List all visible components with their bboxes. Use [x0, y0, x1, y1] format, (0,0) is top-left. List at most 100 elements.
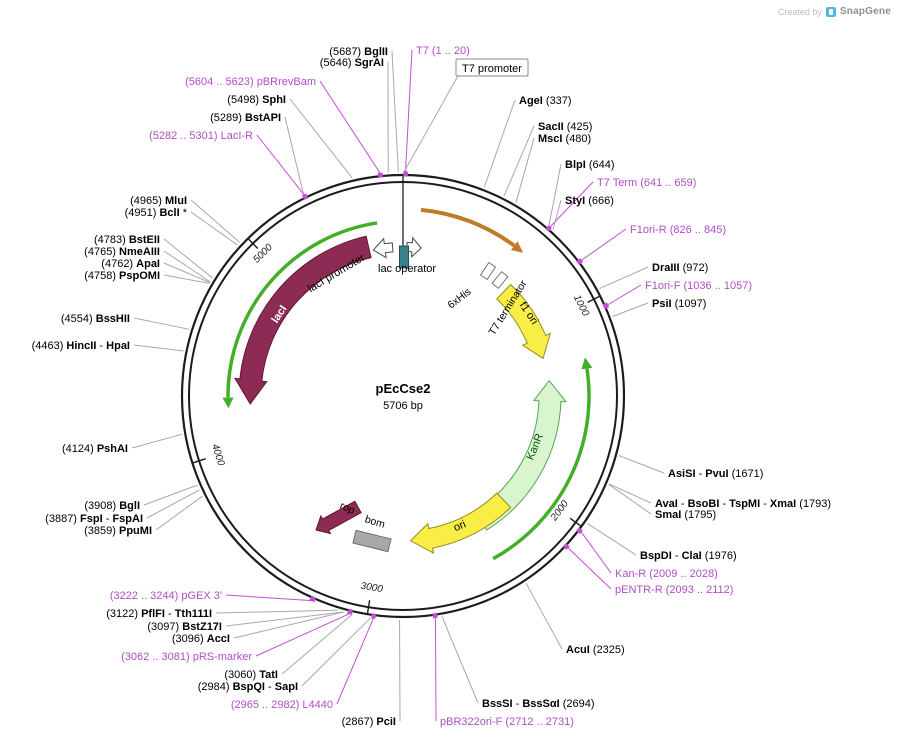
- site-label-bcli[interactable]: (4951) BclI *: [125, 207, 188, 219]
- site-label-sgrai[interactable]: (5646) SgrAI: [320, 57, 384, 69]
- primer-tick-pentr-r: [562, 543, 570, 550]
- site-label-bsteii[interactable]: (4783) BstEII: [94, 234, 160, 246]
- leader-line-f1ori-f: [607, 284, 642, 306]
- site-label-t7-primer[interactable]: T7 (1 .. 20): [416, 45, 470, 57]
- leader-line-laci-r: [256, 134, 305, 196]
- site-label-pentr-r[interactable]: pENTR-R (2093 .. 2112): [615, 584, 733, 596]
- site-label-pspomi[interactable]: (4758) PspOMI: [84, 270, 160, 282]
- primer-tick-pbr322ori-f: [432, 612, 438, 619]
- orf-arrow-left[interactable]: [226, 221, 378, 398]
- site-label-sacii[interactable]: SacII (425): [538, 121, 592, 133]
- site-label-apai[interactable]: (4762) ApaI: [101, 258, 160, 270]
- feature-label-rop[interactable]: rop: [338, 500, 357, 517]
- site-label-pflfi-tth111i[interactable]: (3122) PflFI - Tth111I: [106, 608, 212, 620]
- leader-line-pbrrevbam: [319, 80, 381, 174]
- leader-line-bsssi: [441, 616, 479, 704]
- leader-line-apai: [163, 262, 211, 283]
- plasmid-name: pEcCse2: [376, 381, 431, 396]
- site-label-agei[interactable]: AgeI (337): [519, 95, 572, 107]
- leader-line-tati: [281, 613, 353, 675]
- feature-rop[interactable]: [315, 500, 362, 535]
- site-label-sphi[interactable]: (5498) SphI: [227, 94, 286, 106]
- label-box-t7-promoter: [455, 58, 529, 77]
- site-label-psii[interactable]: PsiI (1097): [652, 298, 706, 310]
- site-label-acci[interactable]: (3096) AccI: [172, 633, 230, 645]
- site-label-pcii[interactable]: (2867) PciI: [342, 716, 396, 728]
- site-label-f1ori-f[interactable]: F1ori-F (1036 .. 1057): [645, 280, 752, 292]
- site-label-pshai[interactable]: (4124) PshAI: [62, 443, 128, 455]
- site-label-ppumi[interactable]: (3859) PpuMI: [84, 525, 152, 537]
- site-label-prs-marker[interactable]: (3062 .. 3081) pRS-marker: [121, 651, 252, 663]
- primer-tick-pgex-3: [309, 595, 317, 603]
- site-label-smai[interactable]: SmaI (1795): [655, 509, 716, 521]
- feature-ori[interactable]: [409, 492, 512, 554]
- site-label-f1ori-r[interactable]: F1ori-R (826 .. 845): [630, 224, 726, 236]
- leader-line-asisi-pvui: [618, 455, 665, 474]
- leader-line-bstz17i: [225, 611, 344, 627]
- site-label-asisi-pvui[interactable]: AsiSI - PvuI (1671): [668, 468, 763, 480]
- site-label-bgli[interactable]: (3908) BglI: [84, 500, 140, 512]
- marker-6xhis-tag[interactable]: [479, 261, 497, 281]
- leader-line-f1ori-r: [581, 228, 627, 261]
- feature-label-6xhis[interactable]: 6xHis: [445, 286, 473, 312]
- plasmid-ring-inner: [188, 181, 618, 611]
- site-label-bsshii[interactable]: (4554) BssHII: [61, 313, 130, 325]
- site-label-bglii[interactable]: (5687) BglII: [329, 46, 388, 58]
- site-label-mlui[interactable]: (4965) MluI: [130, 195, 187, 207]
- leader-line-fspi-fspai: [146, 489, 200, 519]
- site-label-tati[interactable]: (3060) TatI: [224, 669, 278, 681]
- site-label-bspdi-clai[interactable]: BspDI - ClaI (1976): [640, 550, 737, 562]
- leader-line-pgex-3: [225, 594, 313, 602]
- site-label-fspi-fspai[interactable]: (3887) FspI - FspAI: [45, 513, 143, 525]
- site-label-bstapi[interactable]: (5289) BstAPI: [210, 112, 281, 124]
- site-label-draiii[interactable]: DraIII (972): [652, 262, 708, 274]
- marker-lac-operator[interactable]: [399, 245, 409, 269]
- leader-line-nmeaiii: [163, 250, 211, 283]
- scale-label-1000: 1000: [571, 293, 591, 318]
- site-label-pbrrevbam[interactable]: (5604 .. 5623) pBRrevBam: [185, 76, 316, 88]
- site-label-pgex-3[interactable]: (3222 .. 3244) pGEX 3': [110, 590, 222, 602]
- site-label-kan-r[interactable]: Kan-R (2009 .. 2028): [615, 568, 718, 580]
- leader-line-msci: [515, 137, 535, 203]
- site-label-acui[interactable]: AcuI (2325): [566, 644, 625, 656]
- feature-KanR[interactable]: [474, 379, 567, 531]
- leader-line-bcli: [190, 211, 238, 246]
- primer-tick-prs-marker: [347, 608, 353, 615]
- site-label-blpi[interactable]: BlpI (644): [565, 159, 615, 171]
- site-label-nmeaiii[interactable]: (4765) NmeAIII: [84, 246, 160, 258]
- transcript-arrow-orange[interactable]: [420, 207, 516, 248]
- leader-line-avai-bsobi-tspmi-xmai: [608, 483, 652, 504]
- scale-label-3000: 3000: [360, 581, 384, 596]
- scale-tick-4000: [193, 458, 206, 464]
- scale-tick-3000: [366, 600, 371, 614]
- feature-lacI-promoter[interactable]: [372, 237, 394, 259]
- leader-line-acci: [233, 611, 344, 639]
- snapgene-logo-icon: [825, 6, 836, 17]
- leader-line-ppumi: [155, 495, 203, 531]
- site-label-bstz17i[interactable]: (3097) BstZ17I: [147, 621, 222, 633]
- site-label-t7-promoter[interactable]: T7 promoter: [462, 63, 522, 75]
- site-label-l4440[interactable]: (2965 .. 2982) L4440: [231, 699, 333, 711]
- marker-bom[interactable]: [352, 529, 392, 553]
- site-label-pbr322ori-f[interactable]: pBR322ori-F (2712 .. 2731): [440, 716, 574, 728]
- watermark-brand: SnapGene: [839, 6, 891, 17]
- feature-label-lac-operator[interactable]: lac operator: [378, 263, 436, 275]
- scale-label-4000: 4000: [209, 443, 226, 468]
- orf-arrow-right[interactable]: [492, 368, 591, 561]
- site-label-bspqi-sapi[interactable]: (2984) BspQI - SapI: [198, 681, 298, 693]
- site-label-t7-term[interactable]: T7 Term (641 .. 659): [597, 177, 696, 189]
- site-label-styi[interactable]: StyI (666): [565, 195, 614, 207]
- site-label-laci-r[interactable]: (5282 .. 5301) LacI-R: [149, 130, 253, 142]
- feature-label-ori[interactable]: ori: [452, 518, 468, 534]
- marker-t7-terminator[interactable]: [491, 270, 509, 290]
- site-label-hincii-hpai[interactable]: (4463) HincII - HpaI: [32, 340, 130, 352]
- site-label-bsssi[interactable]: BssSI - BssSαI (2694): [482, 698, 595, 710]
- feature-lacI[interactable]: [233, 235, 372, 405]
- feature-f1-ori[interactable]: [496, 283, 552, 360]
- site-label-msci[interactable]: MscI (480): [538, 133, 591, 145]
- feature-label-bom[interactable]: bom: [363, 513, 386, 531]
- site-label-avai-bsobi-tspmi-xmai[interactable]: AvaI - BsoBI - TspMI - XmaI (1793): [655, 498, 831, 510]
- primer-tick-f1ori-r: [576, 258, 584, 265]
